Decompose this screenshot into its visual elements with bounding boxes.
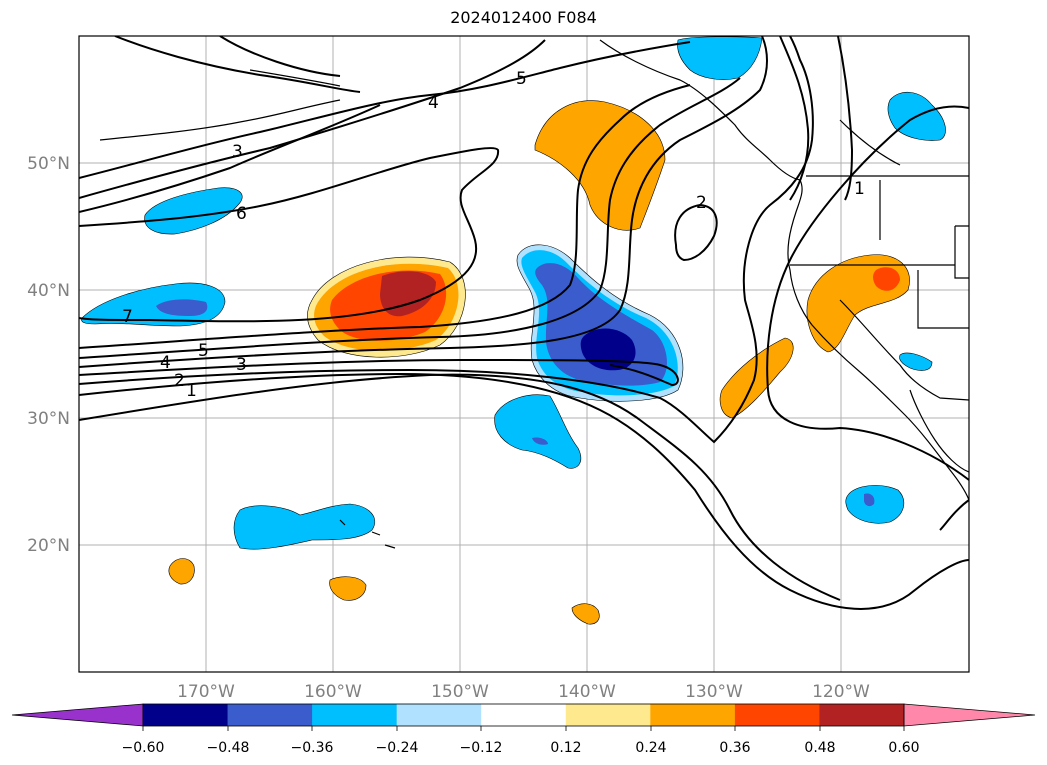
colorbar-tick-label: 0.48	[804, 740, 835, 756]
colorbar-cell	[650, 704, 736, 726]
colorbar-cell	[396, 704, 482, 726]
lat-tick-label: 40°N	[27, 281, 70, 301]
colorbar-cell	[312, 704, 398, 726]
colorbar-tick-label: 0.60	[888, 740, 919, 756]
lon-tick-label: 120°W	[812, 682, 870, 702]
colorbar-tick-label: −0.36	[291, 740, 334, 756]
contour-label: 2	[174, 371, 185, 391]
positive-anomaly-gulf-of-alaska	[534, 100, 666, 231]
contour-label: 1	[854, 179, 865, 199]
colorbar-tick-label: −0.24	[376, 740, 419, 756]
positive-anomaly-california-core	[873, 267, 900, 291]
lon-tick-label: 150°W	[431, 682, 489, 702]
negative-anomaly-south	[494, 394, 582, 469]
negative-anomaly-east-small	[845, 485, 905, 524]
colorbar-tick-label: −0.12	[460, 740, 503, 756]
contour-label: 3	[232, 142, 243, 162]
contour-label: 4	[160, 353, 171, 373]
colorbar-tick-label: 0.12	[550, 740, 581, 756]
lat-tick-label: 30°N	[27, 409, 70, 429]
contour-label: 1	[186, 381, 197, 401]
map-frame	[78, 35, 970, 673]
latitude-tick-labels: 50°N 40°N 30°N 20°N	[27, 154, 70, 556]
colorbar: −0.60 −0.48 −0.36 −0.24 −0.12 0.12 0.24 …	[11, 703, 1036, 756]
contour-label: 3	[236, 355, 247, 375]
colorbar-cell	[227, 704, 313, 726]
contour-label: 4	[428, 93, 439, 113]
map-title: 2024012400 F084	[450, 8, 597, 27]
colorbar-extend-right	[903, 703, 1036, 727]
positive-anomaly-central-pacific-max	[380, 271, 436, 317]
lon-tick-label: 170°W	[177, 682, 235, 702]
lon-tick-label: 140°W	[558, 682, 616, 702]
positive-anomaly-small-1	[168, 558, 195, 585]
colorbar-tick-label: −0.60	[122, 740, 165, 756]
map-area	[79, 36, 969, 672]
negative-anomaly-west-mid-core	[156, 299, 208, 316]
colorbar-cell	[565, 704, 651, 726]
negative-anomaly-socal-small	[899, 352, 933, 371]
negative-anomaly-west-north	[144, 187, 243, 235]
colorbar-tick-labels: −0.60 −0.48 −0.36 −0.24 −0.12 0.12 0.24 …	[122, 740, 920, 756]
negative-anomaly-east-small-core	[864, 493, 875, 507]
contour-label: 2	[696, 193, 707, 213]
lon-tick-label: 160°W	[304, 682, 362, 702]
lat-tick-label: 20°N	[27, 536, 70, 556]
colorbar-cell	[819, 704, 905, 726]
contour-label-group: 1 2 3 4 5 6 7 5 4 3 2 1	[122, 69, 865, 401]
colorbar-extend-left	[11, 703, 144, 727]
positive-anomaly-small-3	[571, 603, 600, 625]
negative-anomaly-alaska	[677, 36, 763, 80]
colorbar-tick-label: 0.36	[719, 740, 750, 756]
colorbar-cell	[734, 704, 820, 726]
contour-label: 6	[236, 204, 247, 224]
lon-tick-label: 130°W	[685, 682, 743, 702]
coastlines	[99, 39, 969, 549]
colorbar-cell	[481, 704, 567, 726]
negative-anomaly-south-core	[532, 437, 548, 445]
positive-anomaly-small-2	[329, 576, 367, 601]
contour-label: 5	[198, 341, 209, 361]
lat-tick-label: 50°N	[27, 154, 70, 174]
contour-label: 5	[516, 69, 527, 89]
colorbar-cells	[143, 704, 905, 726]
colorbar-tick-label: 0.24	[635, 740, 666, 756]
colorbar-cell	[143, 704, 229, 726]
negative-anomaly-hawaii	[233, 503, 376, 550]
contour-label: 7	[122, 307, 133, 327]
contour-lines	[79, 36, 969, 610]
colorbar-tick-label: −0.48	[207, 740, 250, 756]
longitude-tick-labels: 170°W 160°W 150°W 140°W 130°W 120°W	[177, 682, 870, 702]
